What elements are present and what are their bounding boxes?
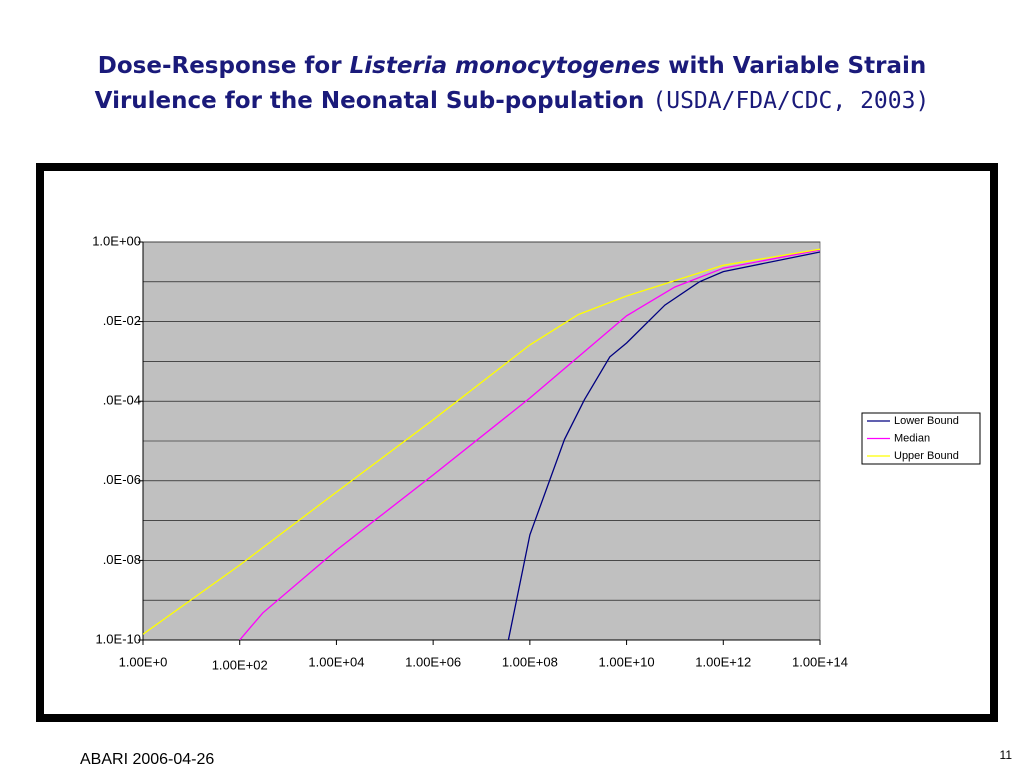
x-tick-label: 1.00E+04 xyxy=(308,654,364,669)
series-group xyxy=(143,248,820,640)
legend-label: Median xyxy=(894,432,930,444)
y-tick-label: .0E-06 xyxy=(103,472,141,487)
title-line: Dose-Response for Listeria monocytogenes… xyxy=(98,53,926,79)
plot: 1.0E+00 .0E-02 .0E-04 .0E-06 .0E-08 1.0E-10 1.… xyxy=(92,233,981,672)
x-tick-label: 1.00E+0 xyxy=(119,654,168,669)
x-tick-label: 1.00E+08 xyxy=(502,654,558,669)
page-number: 11 xyxy=(1000,748,1013,762)
title-line: Virulence for the Neonatal Sub-populatio… xyxy=(95,88,930,114)
title-part: Virulence for the Neonatal Sub-populatio… xyxy=(95,88,653,114)
line-series xyxy=(507,251,820,640)
title-part: Listeria monocytogenes xyxy=(350,53,661,79)
title-part: (USDA/FDA/CDC, 2003) xyxy=(652,88,929,114)
y-tick-label: .0E-08 xyxy=(103,552,141,567)
legend-label: Lower Bound xyxy=(894,415,959,427)
title-part: with Variable Strain xyxy=(660,53,926,79)
x-tick-label: 1.00E+14 xyxy=(792,654,848,669)
x-tick-label: 1.00E+06 xyxy=(405,654,461,669)
y-tick-label: .0E-04 xyxy=(103,393,141,408)
title-part: Dose-Response for xyxy=(98,53,350,79)
y-tick-label: .0E-02 xyxy=(103,313,141,328)
y-tick-label: 1.0E+00 xyxy=(92,233,141,248)
legend-label: Upper Bound xyxy=(894,450,959,462)
x-tick-label: 1.00E+12 xyxy=(695,654,751,669)
line-series xyxy=(239,249,820,640)
x-tick-label: 1.00E+02 xyxy=(212,657,268,672)
footer: ABARI 2006-04-26 xyxy=(80,751,214,768)
line-series xyxy=(143,248,820,635)
x-tick-label: 1.00E+10 xyxy=(599,654,655,669)
y-tick-label: 1.0E-10 xyxy=(95,631,141,646)
